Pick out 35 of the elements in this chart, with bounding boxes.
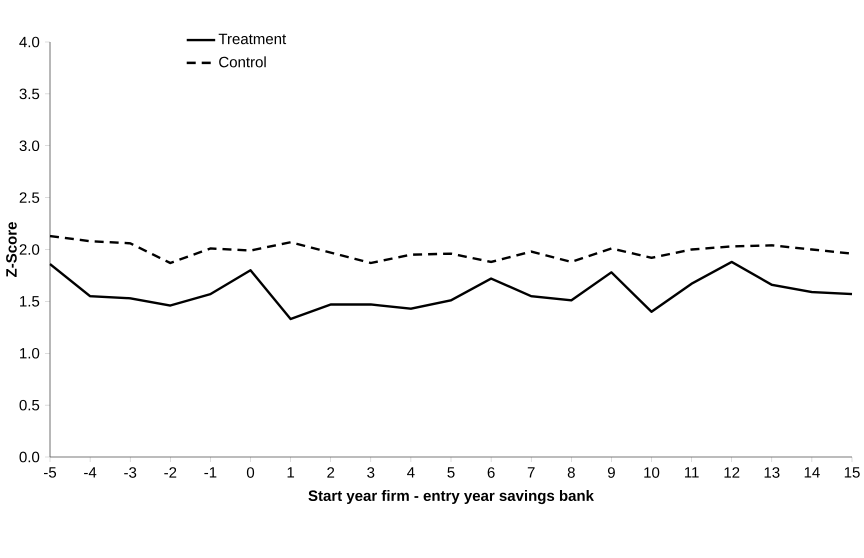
x-tick-label: 1: [288, 467, 294, 478]
x-tick-label: 6: [488, 467, 495, 478]
x-tick-label: 8: [568, 467, 575, 478]
y-tick-label: 2.0: [20, 244, 40, 255]
x-tick-label: 5: [447, 467, 455, 478]
y-tick-label: 1.5: [20, 296, 40, 307]
x-tick-label: 0: [246, 467, 254, 478]
y-tick-label: 0.0: [20, 452, 40, 462]
line-series: [48, 260, 854, 320]
legend-label: Treatment: [218, 34, 286, 44]
x-tick-label: -2: [164, 467, 176, 478]
y-axis-title: Z-Score: [6, 222, 17, 277]
x-tick-label: 4: [407, 467, 415, 478]
x-tick-label: -4: [84, 467, 96, 478]
x-axis-title: Start year firm - entry year savings bank: [308, 490, 594, 504]
x-tick-label: 7: [528, 467, 535, 478]
x-tick-label: 10: [644, 467, 660, 478]
y-tick-label: 1.0: [20, 348, 40, 359]
x-tick-label: 14: [804, 467, 820, 478]
y-tick-label: 2.5: [20, 192, 40, 203]
x-tick-label: 2: [327, 467, 334, 478]
x-tick-label: 15: [844, 467, 860, 478]
x-tick-label: 13: [764, 467, 780, 478]
x-tick-label: 11: [684, 467, 699, 478]
x-tick-label: -3: [124, 467, 136, 478]
y-tick-label: 4.0: [19, 36, 40, 48]
y-tick-label: 3.5: [20, 88, 40, 100]
y-tick-label: 3.0: [20, 140, 40, 152]
x-tick-label: 3: [367, 467, 374, 478]
x-tick-label: -5: [44, 467, 56, 478]
x-tick-label: 12: [724, 467, 740, 478]
y-tick-label: 0.5: [20, 400, 40, 410]
x-tick-label: 9: [608, 467, 615, 478]
legend-label: Control: [219, 56, 266, 68]
x-tick-label: -1: [204, 467, 216, 478]
